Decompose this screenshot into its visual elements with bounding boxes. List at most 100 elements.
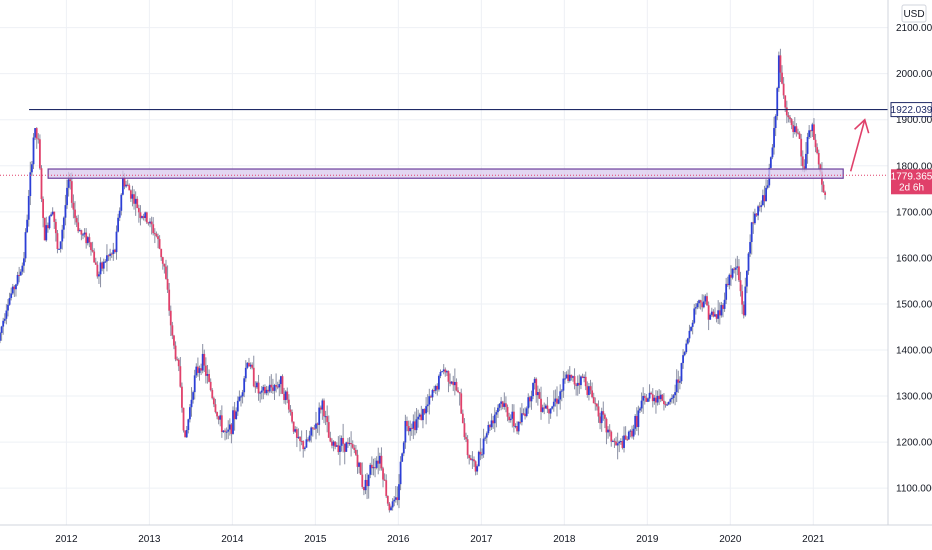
candle-down [145, 212, 148, 223]
candle-down [473, 459, 475, 462]
candle-down [814, 139, 817, 148]
candle-up [262, 386, 265, 391]
candle-up [618, 441, 621, 444]
candle-down [233, 410, 236, 420]
time-axis-background [0, 525, 932, 550]
candle-down [286, 391, 289, 400]
candle-up [659, 394, 662, 400]
candle-up [48, 216, 51, 229]
candle-down [150, 221, 153, 225]
candle-down [650, 392, 653, 395]
candle-up [284, 391, 287, 401]
candle-up [808, 130, 811, 137]
candle-down [107, 255, 110, 257]
candle-up [576, 382, 579, 386]
projection-arrow-shaft[interactable] [849, 119, 866, 172]
candle-down [388, 503, 391, 511]
candle-up [648, 392, 651, 399]
currency-label: USD [903, 9, 924, 20]
candle-down [197, 366, 199, 373]
candle-up [61, 229, 64, 242]
candle-down [584, 376, 587, 387]
currency-button[interactable] [901, 4, 927, 23]
candle-up [678, 381, 681, 383]
candle-up [685, 343, 688, 353]
candle-down [570, 374, 573, 378]
candle-up [773, 128, 775, 148]
candle-up [399, 461, 402, 485]
candle-down [300, 440, 303, 442]
price-tick-label: 2000.000 [896, 69, 932, 80]
support-zone[interactable] [47, 168, 844, 179]
candle-down [752, 222, 755, 224]
candle-down [173, 335, 175, 346]
candle-up [806, 136, 809, 154]
candle-up [736, 266, 739, 268]
candle-down [169, 310, 172, 326]
candle-down [158, 239, 161, 249]
time-tick-label: 2012 [55, 534, 78, 545]
candle-down [342, 438, 345, 444]
candle-down [74, 209, 76, 218]
candle-up [112, 249, 115, 254]
candle-up [431, 390, 434, 398]
candle-down [433, 390, 436, 392]
candle-up [278, 384, 281, 388]
candle-up [517, 421, 520, 432]
candle-up [560, 390, 563, 392]
time-tick-label: 2015 [304, 534, 327, 545]
candle-down [643, 395, 646, 398]
candle-up [308, 435, 311, 441]
candle-up [21, 265, 24, 272]
candle-up [544, 405, 547, 409]
candle-up [32, 137, 35, 165]
candle-down [275, 385, 278, 387]
bar-countdown-label: 2d 6h [899, 182, 924, 193]
candle-down [216, 412, 218, 417]
candle-up [422, 409, 424, 421]
price-tick-label: 1200.000 [896, 438, 932, 449]
candle-up [29, 172, 32, 197]
candle-up [686, 338, 689, 344]
time-axis[interactable]: 2012 2013 2014 2015 2016 2017 2018 2019 2020 2021 [0, 524, 932, 550]
candle-up [190, 399, 193, 408]
candle-up [583, 376, 586, 378]
candle-up [372, 467, 375, 469]
candle-up [232, 410, 234, 434]
candle-up [59, 241, 62, 249]
candle-down [176, 359, 179, 361]
candle-down [94, 262, 97, 265]
time-tick-label: 2014 [221, 534, 244, 545]
candle-up [16, 275, 19, 285]
time-tick-label: 2020 [719, 534, 742, 545]
candle-up [335, 445, 338, 447]
candle-up [493, 414, 496, 424]
candle-down [663, 400, 665, 405]
candle-down [200, 368, 202, 371]
candle-up [243, 378, 246, 393]
candle-up [554, 398, 557, 402]
candle-down [519, 421, 522, 423]
candle-down [613, 440, 616, 442]
candle-down [501, 401, 504, 407]
candle-up [527, 397, 530, 409]
candle-up [198, 368, 201, 373]
candle-down [543, 407, 546, 409]
candle-down [331, 441, 333, 446]
candle-up [189, 407, 191, 420]
price-axis[interactable]: 2100.000 2000.000 1900.000 1800.000 1700.000… [887, 0, 932, 550]
candle-down [410, 427, 413, 429]
candle-up [750, 222, 753, 243]
candle-down [281, 376, 284, 394]
candle-up [441, 371, 443, 373]
candle-up [498, 403, 501, 408]
candle-down [383, 479, 386, 481]
candle-down [174, 345, 177, 360]
candle-up [675, 379, 678, 393]
candle-down [302, 441, 305, 450]
candle-up [227, 429, 230, 432]
time-tick-label: 2021 [802, 534, 825, 545]
candle-down [177, 359, 180, 367]
price-tick-label: 1600.000 [896, 253, 932, 264]
